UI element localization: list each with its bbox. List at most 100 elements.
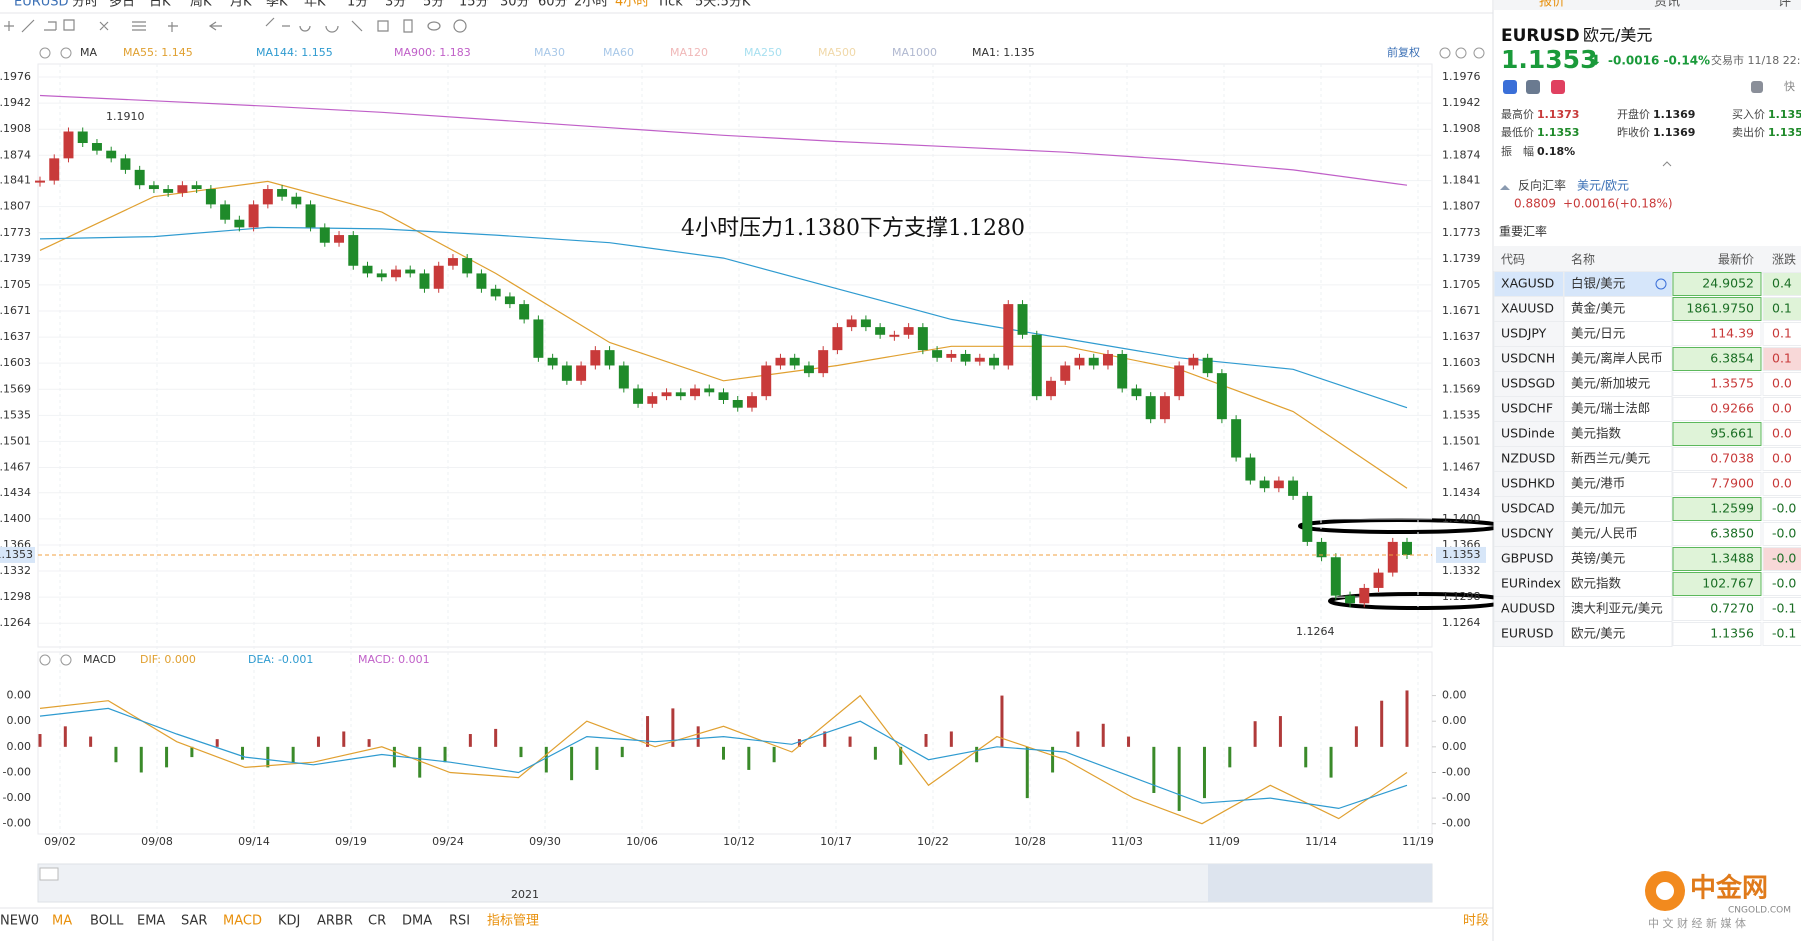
settings-icon[interactable] [39, 654, 51, 666]
reverse-pair[interactable]: 美元/欧元 [1577, 179, 1629, 193]
panel-tab[interactable]: 资讯 [1654, 0, 1680, 10]
row-name-cell[interactable] [1563, 296, 1673, 322]
toolbar-item[interactable]: 4小时 [615, 0, 649, 10]
icon[interactable] [1751, 81, 1763, 93]
icon[interactable] [1526, 80, 1540, 94]
legend-label: MA [80, 46, 97, 59]
icon[interactable] [1503, 80, 1517, 94]
ma-line [39, 226, 1408, 409]
row-code-cell[interactable] [1493, 346, 1565, 372]
indicator-tab[interactable]: 指标管理 [487, 914, 539, 929]
legend-item: MA1000 [892, 46, 937, 59]
indicator-tab[interactable]: NEW0 [0, 914, 39, 929]
quick-button[interactable]: 快 [1784, 80, 1795, 93]
close-icon[interactable] [60, 654, 72, 666]
row-price: 6.3854 [1710, 351, 1754, 366]
toolbar-item[interactable]: EURUSD [14, 0, 69, 10]
toolbar-item[interactable]: 5分 [423, 0, 444, 10]
indicator-tab[interactable]: CR [368, 914, 386, 929]
y-tick-label: 1.1874 [0, 148, 31, 161]
row-name-cell[interactable] [1563, 521, 1673, 547]
candle [903, 327, 914, 335]
indicator-tab[interactable]: ARBR [317, 914, 353, 929]
y-tick-label: 1.1841 [1442, 174, 1481, 187]
candle [106, 150, 117, 159]
macd-bar [671, 708, 675, 747]
toolbar-item[interactable]: 日K [149, 0, 171, 10]
tool-icon[interactable] [4, 21, 14, 31]
session-button[interactable]: 时段 [1463, 914, 1489, 929]
column-edge [1563, 271, 1564, 647]
candle [262, 189, 273, 205]
indicator-tab[interactable]: EMA [137, 914, 165, 929]
toolbar-item[interactable]: 年K [304, 0, 326, 10]
row-code-cell[interactable] [1493, 521, 1565, 547]
row-code-cell[interactable] [1493, 446, 1565, 472]
row-code: USDCNY [1501, 526, 1554, 541]
indicator-tab[interactable]: MACD [223, 914, 262, 929]
toolbar-item[interactable]: 分时 [72, 0, 98, 10]
adjust-button[interactable]: 前复权 [1387, 45, 1420, 59]
indicator-tab[interactable]: KDJ [278, 914, 300, 929]
row-name: 白银/美元 [1571, 276, 1625, 291]
panel-tab[interactable]: 报价 [1539, 0, 1565, 10]
toolbar-item[interactable]: 30分 [500, 0, 530, 10]
collapse-icon[interactable] [1662, 161, 1672, 167]
macd-bar [1000, 695, 1004, 747]
toolbar-item[interactable]: 2小时 [574, 0, 608, 10]
toolbar-item[interactable]: 3分 [385, 0, 406, 10]
candle [447, 258, 458, 266]
indicator-tab[interactable]: MA [52, 914, 72, 929]
chart-note: 4小时压力1.1380下方支撑1.1280 [681, 216, 1025, 241]
row-name-cell[interactable] [1563, 496, 1673, 522]
row-name-cell[interactable] [1563, 346, 1673, 372]
toolbar-item[interactable]: 季K [266, 0, 288, 10]
toolbar-item[interactable]: 周K [190, 0, 212, 10]
window-icon[interactable] [1473, 47, 1485, 59]
settings-icon[interactable] [39, 47, 51, 59]
row-code-cell[interactable] [1493, 621, 1565, 647]
stat-label: 最低价 [1501, 126, 1534, 139]
macd-bar [848, 736, 852, 747]
indicator-tab[interactable]: RSI [449, 914, 470, 929]
candle [974, 357, 985, 362]
legend-item: MA500 [818, 46, 856, 59]
indicator-tab[interactable]: BOLL [90, 914, 124, 929]
navigator-handle[interactable] [39, 867, 59, 881]
toolbar-item[interactable]: 5天:5分K [695, 0, 751, 10]
x-tick-label: 09/14 [238, 835, 270, 848]
row-name-cell[interactable] [1563, 621, 1673, 647]
indicator-tab[interactable]: DMA [402, 914, 432, 929]
toolbar-item[interactable]: 月K [230, 0, 252, 10]
toolbar-item[interactable]: 1分 [347, 0, 368, 10]
row-code-cell[interactable] [1493, 396, 1565, 422]
toolbar-item[interactable]: Tick [656, 0, 683, 10]
watch-icon[interactable] [1655, 278, 1667, 290]
toolbar-item[interactable]: 15分 [459, 0, 489, 10]
icon[interactable] [1551, 80, 1565, 94]
indicator-tab[interactable]: SAR [181, 914, 207, 929]
stat-value: 1.1373 [1537, 108, 1579, 121]
y-tick-label: 1.1264 [1442, 616, 1481, 629]
quote-time: 交易市 11/18 22:3 [1711, 53, 1801, 67]
row-code-cell[interactable] [1493, 321, 1565, 347]
navigator-window[interactable] [1208, 864, 1432, 902]
row-code-cell[interactable] [1493, 546, 1565, 572]
tool-icon[interactable] [21, 19, 57, 33]
row-code: USDCNH [1501, 351, 1555, 366]
candle [1373, 572, 1384, 588]
stat-label: 买入价 [1732, 108, 1765, 121]
tool-icons[interactable] [63, 17, 467, 33]
panel-tab[interactable]: 评 [1778, 0, 1791, 10]
close-icon[interactable] [60, 47, 72, 59]
row-code-cell[interactable] [1493, 571, 1565, 597]
candle [889, 334, 900, 337]
window-icon[interactable] [1439, 47, 1451, 59]
toolbar-item[interactable]: 多日 [109, 0, 135, 10]
toolbar-item[interactable]: 60分 [538, 0, 568, 10]
row-code-cell[interactable] [1493, 371, 1565, 397]
row-code-cell[interactable] [1493, 496, 1565, 522]
window-icon[interactable] [1455, 47, 1467, 59]
row-name-cell[interactable] [1563, 396, 1673, 422]
candle [1302, 495, 1313, 542]
